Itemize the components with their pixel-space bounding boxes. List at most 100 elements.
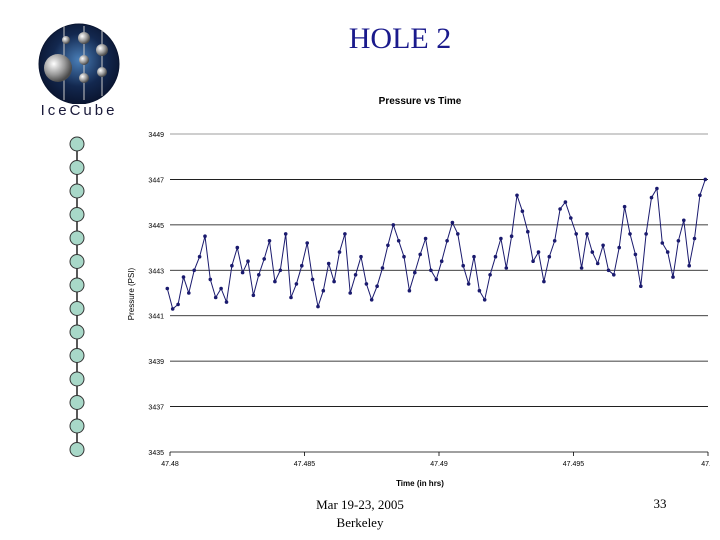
data-point	[445, 239, 449, 243]
x-axis-label: Time (in hrs)	[396, 479, 444, 488]
data-point	[552, 239, 557, 243]
sensor-ball	[69, 183, 85, 199]
data-point	[628, 232, 632, 236]
sensor-ball	[69, 277, 85, 293]
y-axis-label: Pressure (PSI)	[127, 267, 136, 320]
data-point	[612, 273, 616, 277]
data-point	[423, 236, 428, 241]
logo-graphic	[38, 23, 120, 105]
data-point	[606, 268, 611, 273]
data-point	[617, 245, 621, 250]
slide-title: HOLE 2	[348, 22, 452, 55]
data-point	[369, 298, 374, 302]
data-point	[547, 254, 552, 259]
data-point	[461, 263, 466, 268]
data-point	[601, 243, 605, 248]
sensor-ball	[69, 160, 85, 175]
data-point	[692, 236, 697, 241]
data-point	[181, 275, 186, 279]
data-point	[262, 257, 266, 261]
data-point	[348, 291, 352, 295]
data-point	[165, 286, 170, 291]
data-point	[574, 232, 578, 236]
sensor-string-graphic	[69, 136, 85, 457]
x-tick-label: 47.5	[701, 461, 710, 468]
y-tick-label: 3439	[148, 359, 164, 366]
data-point	[520, 209, 525, 213]
sensor-ball	[69, 324, 85, 340]
data-point	[542, 279, 546, 284]
data-point	[402, 254, 406, 259]
data-point	[294, 282, 299, 286]
y-tick-label: 3447	[148, 177, 164, 184]
data-point	[687, 263, 691, 268]
data-point	[429, 268, 433, 273]
y-tick-label: 3435	[148, 450, 164, 457]
data-point	[391, 223, 396, 227]
data-point	[278, 268, 283, 273]
data-point	[257, 273, 261, 277]
data-point	[170, 307, 175, 311]
data-point	[633, 252, 638, 257]
data-point	[418, 252, 423, 257]
data-point	[353, 273, 358, 277]
data-point	[558, 207, 562, 211]
footer-event: Mar 19-23, 2005 Berkeley	[300, 496, 420, 532]
data-point	[407, 288, 412, 293]
data-point	[197, 254, 202, 259]
x-tick-label: 47.49	[430, 461, 448, 468]
series-line	[166, 179, 706, 310]
data-point	[450, 220, 455, 225]
data-point	[240, 270, 245, 275]
data-point	[526, 229, 530, 234]
data-point	[176, 302, 180, 307]
data-point	[359, 254, 363, 259]
data-point	[300, 263, 304, 268]
data-point	[343, 232, 347, 236]
x-tick-label: 47.485	[294, 461, 316, 468]
data-point	[375, 284, 379, 288]
data-point	[213, 295, 218, 300]
data-point	[531, 259, 535, 263]
data-point	[563, 200, 568, 204]
data-point	[644, 232, 648, 236]
data-point	[439, 259, 444, 263]
footer-place: Berkeley	[336, 515, 384, 530]
data-point	[326, 261, 331, 266]
data-point	[364, 282, 369, 286]
sensor-ball	[69, 442, 85, 457]
data-point	[488, 273, 492, 277]
sensor-ball	[69, 207, 85, 222]
sensor-ball	[69, 348, 85, 363]
data-point	[569, 216, 573, 220]
data-point	[380, 266, 385, 270]
data-point	[703, 177, 708, 182]
data-point	[251, 293, 256, 298]
data-point	[434, 277, 439, 282]
y-tick-label: 3441	[148, 314, 164, 321]
data-point	[466, 282, 471, 286]
sensor-ball	[69, 301, 85, 316]
data-point	[499, 236, 503, 241]
data-point	[203, 234, 207, 238]
sensor-ball	[69, 371, 85, 387]
sensor-ball	[69, 254, 85, 269]
data-point	[655, 186, 659, 191]
data-point	[310, 277, 315, 282]
logo-text: IceCube	[40, 102, 118, 119]
data-point	[267, 239, 272, 243]
data-point	[230, 263, 234, 268]
y-tick-label: 3449	[148, 132, 164, 139]
x-tick-label: 47.48	[161, 461, 179, 468]
data-point	[515, 193, 519, 198]
sensor-ball	[69, 418, 85, 434]
data-point	[477, 288, 482, 293]
data-point	[698, 193, 702, 198]
data-point	[649, 195, 654, 200]
data-point	[536, 250, 541, 254]
data-point	[246, 259, 250, 263]
sensor-ball	[69, 136, 85, 152]
data-point	[305, 241, 309, 245]
data-point	[316, 304, 320, 309]
data-point	[639, 284, 643, 288]
